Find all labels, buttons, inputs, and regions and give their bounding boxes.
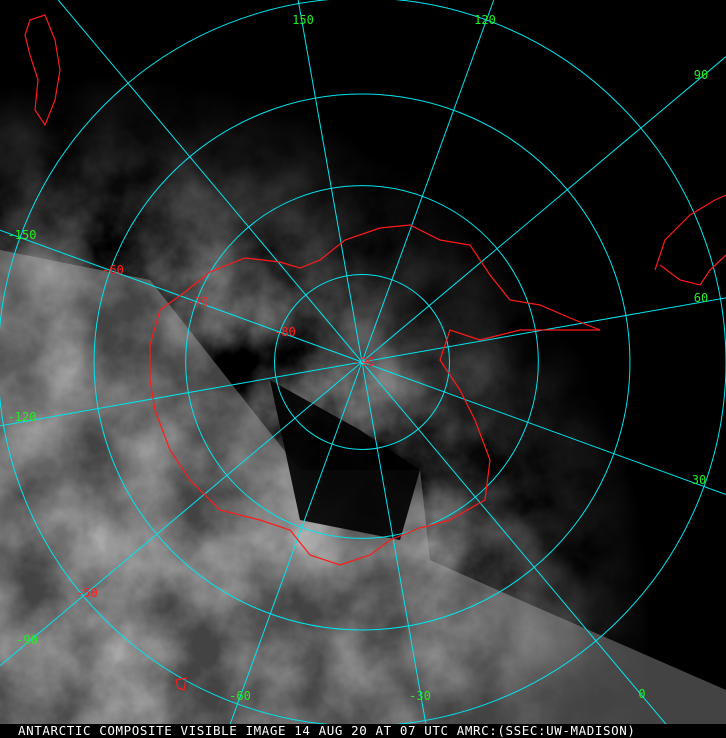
coastlines xyxy=(24,14,726,691)
longitude-meridian xyxy=(361,0,495,363)
lon-label: -30 xyxy=(409,689,431,703)
longitude-meridian xyxy=(0,361,363,427)
latitude-circle xyxy=(93,93,631,631)
lat-label: -50 xyxy=(76,586,98,600)
latitude-circle xyxy=(274,274,450,450)
lat-label: -90 xyxy=(353,355,375,369)
lat-label: -60 xyxy=(102,263,124,277)
lon-label: 0 xyxy=(638,687,646,701)
lon-label: -90 xyxy=(16,633,38,647)
lon-label: -150 xyxy=(7,228,37,242)
longitude-meridian xyxy=(297,0,363,363)
longitude-meridian xyxy=(224,361,363,738)
image-caption: ANTARCTIC COMPOSITE VISIBLE IMAGE 14 AUG… xyxy=(0,724,726,738)
longitude-meridian xyxy=(0,229,363,363)
longitude-meridian xyxy=(57,0,363,363)
lon-label: 90 xyxy=(693,68,709,82)
lon-label: 30 xyxy=(691,473,707,487)
longitude-meridian xyxy=(361,361,429,738)
island-coastline-top-left xyxy=(24,14,61,127)
lon-label: 60 xyxy=(693,291,709,305)
lon-label: 150 xyxy=(292,13,314,27)
longitude-meridian xyxy=(361,56,726,363)
lat-label: -80 xyxy=(274,325,296,339)
longitude-meridian xyxy=(361,361,678,738)
latitude-circle xyxy=(185,185,539,539)
lon-label: -120 xyxy=(7,410,37,424)
longitude-meridian xyxy=(361,361,726,495)
antarctica-coastline xyxy=(149,224,601,566)
island-coastline-right xyxy=(654,194,726,286)
lon-label: -60 xyxy=(229,689,251,703)
lat-label: -70 xyxy=(187,295,209,309)
lon-label: 120 xyxy=(474,13,496,27)
longitude-meridian xyxy=(0,361,363,667)
small-island xyxy=(175,677,187,691)
